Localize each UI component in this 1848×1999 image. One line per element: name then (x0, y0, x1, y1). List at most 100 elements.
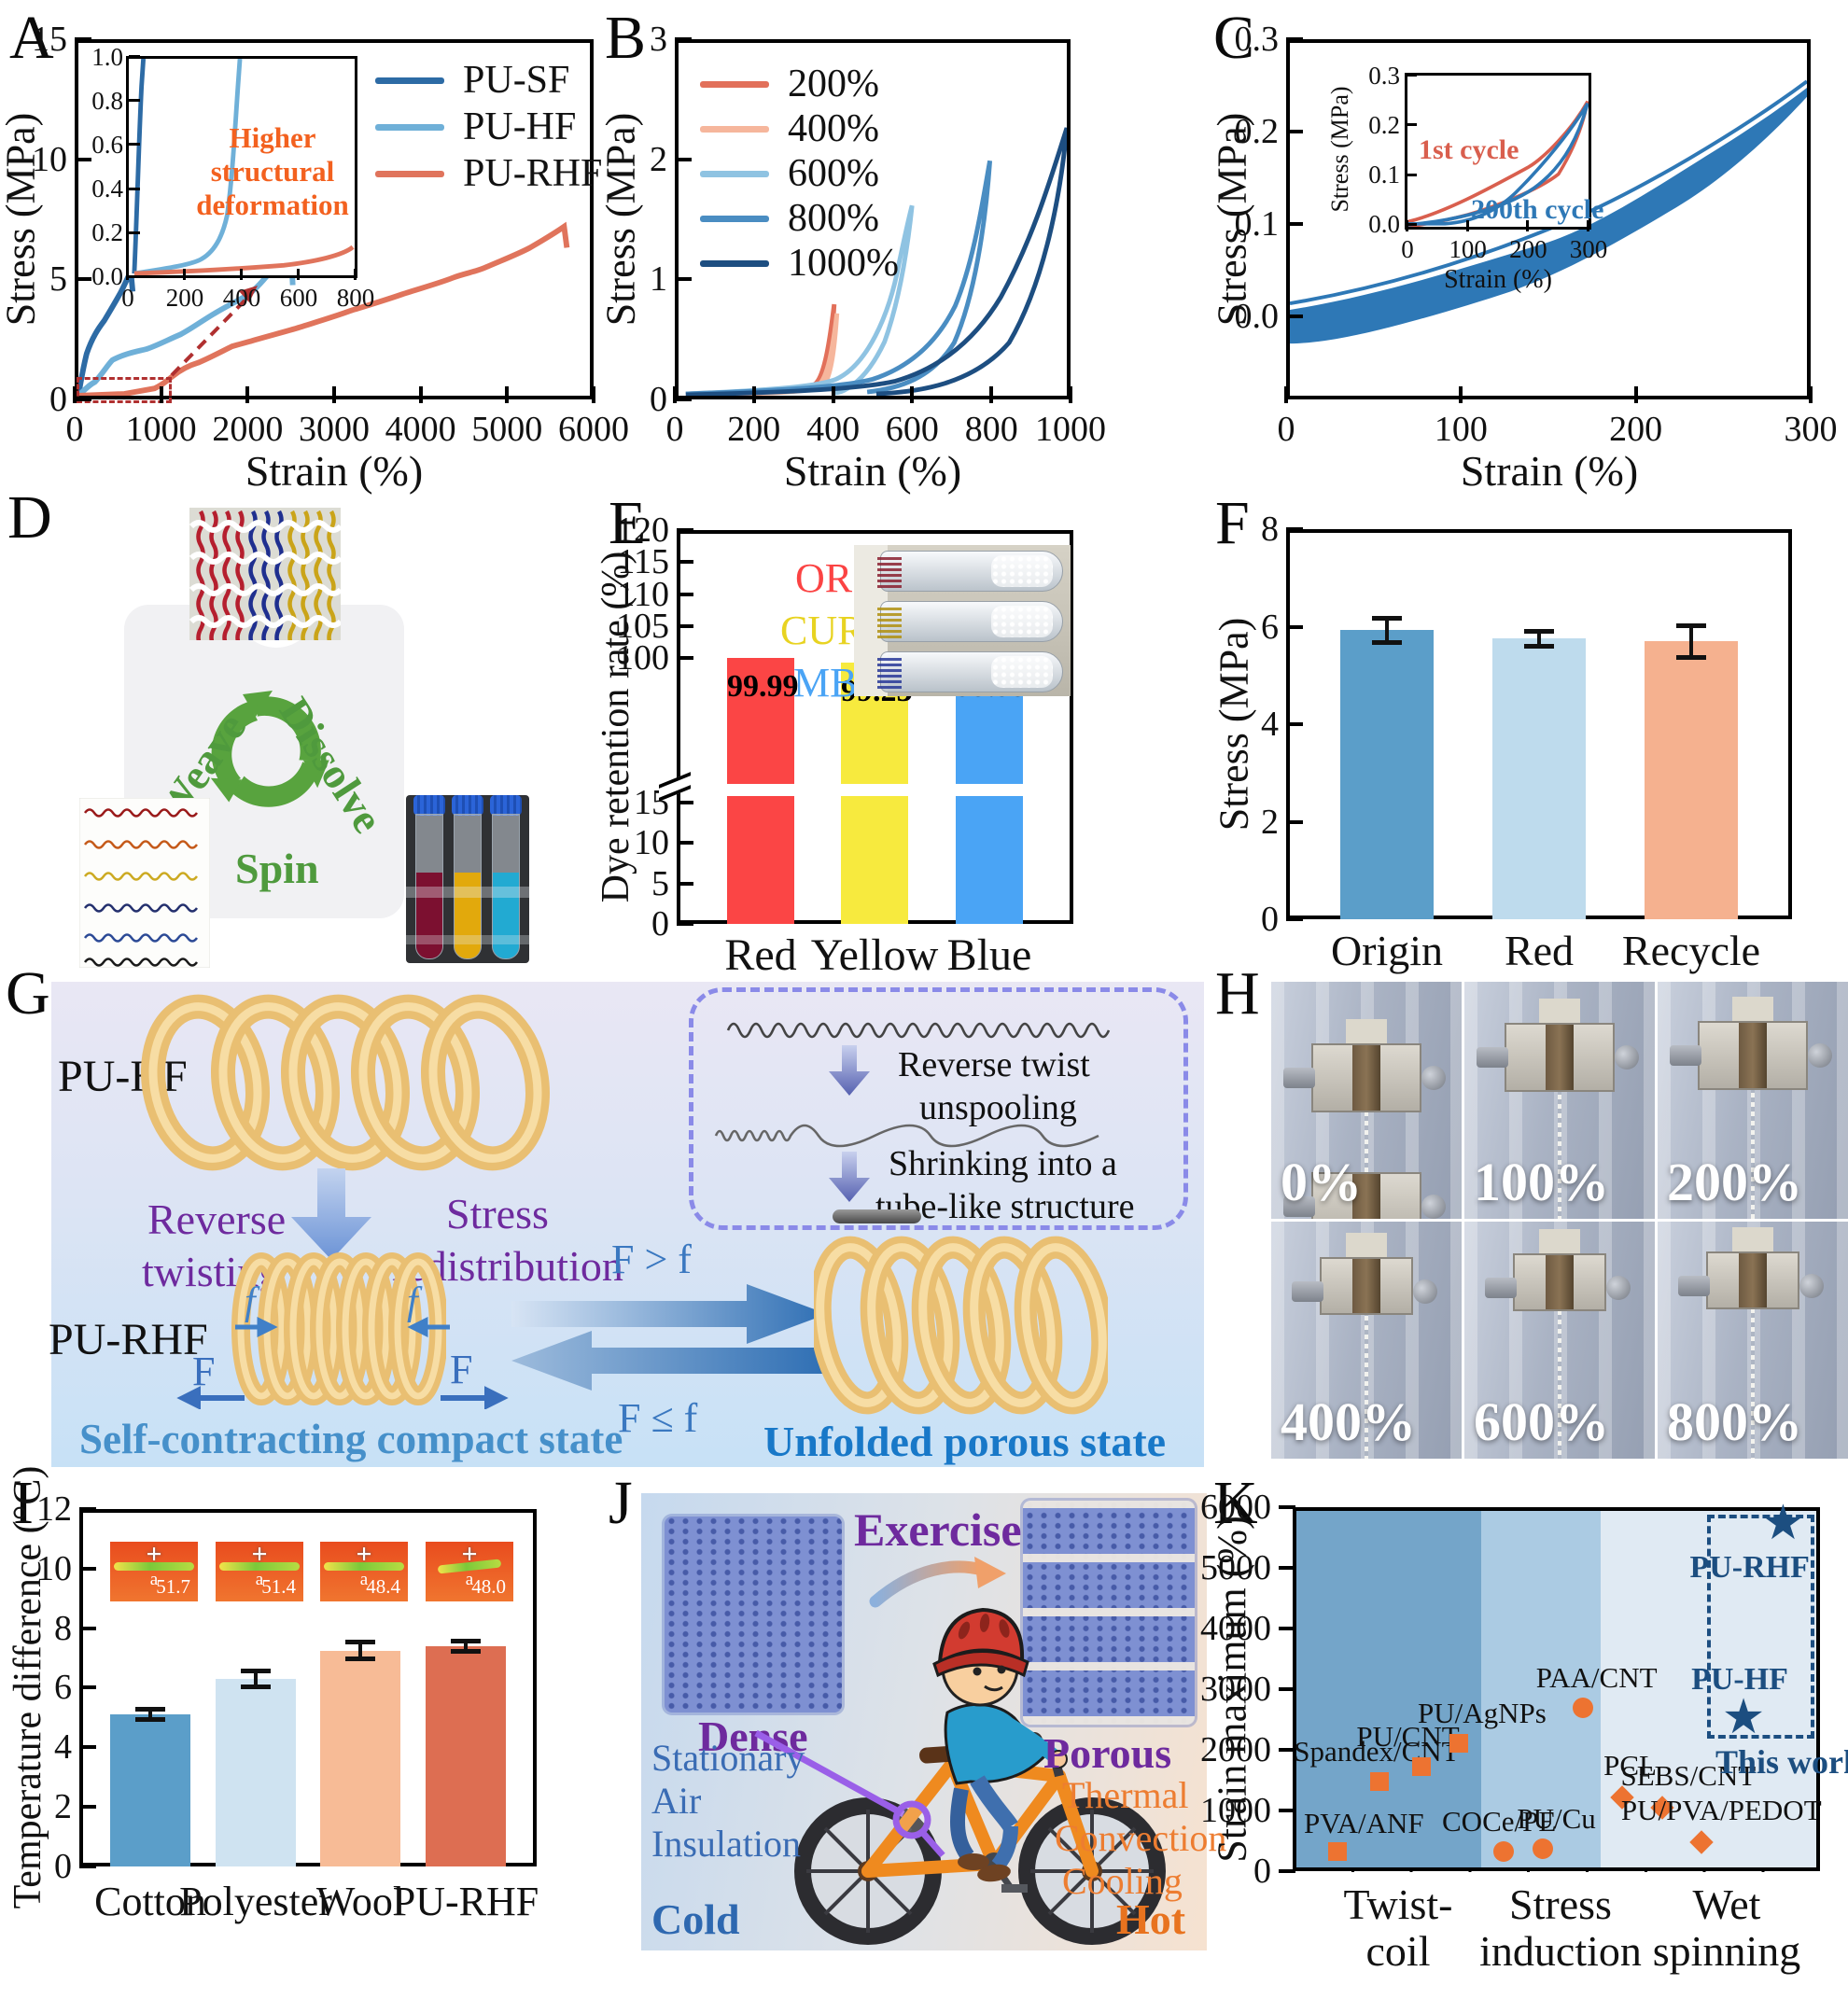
panelJ-insulation: Insulation (651, 1823, 801, 1865)
bar-pu-rhf (426, 1645, 506, 1866)
panelK-minor-xticks (1293, 1868, 1820, 1872)
panelC-label-1st-cycle: 1st cycle (1419, 134, 1519, 165)
panel-letter-k: K (1213, 1469, 1258, 1537)
panelJ-thermal: Thermal (1062, 1774, 1189, 1816)
bar-wool (320, 1650, 400, 1866)
panelC-inset-yticks: 0.3 0.2 0.1 0.0 (1368, 61, 1417, 239)
panelJ-porous: Porous (1043, 1729, 1172, 1777)
panel-letter-i: I (13, 1469, 34, 1537)
cyclist-illustration (794, 1607, 1166, 1945)
panelG-sh1: Shrinking into a (889, 1144, 1117, 1183)
panelF-cat-red: Red (1504, 927, 1575, 974)
thermal-image-cotton: + a 51.7 (110, 1539, 198, 1601)
thermal-image-polyester: + a 51.4 (216, 1539, 303, 1601)
panelC-yticks: 0.3 0.2 0.1 0.0 (1234, 20, 1303, 336)
panelF-cat-recycle: Recycle (1621, 927, 1761, 974)
errorbar-red (1524, 628, 1554, 649)
panelA-yticks: 15 10 5 0 (32, 20, 91, 419)
panelI-yticks: 12 10 8 6 4 2 0 (36, 1489, 96, 1886)
legend-line-icon (700, 170, 769, 177)
panelG-stress: Stress (446, 1190, 549, 1237)
legend-line-icon (375, 77, 444, 84)
panelC-label-200th-cycle: 200th cycle (1471, 194, 1604, 225)
stretch-photo-400: 400% (1271, 1222, 1462, 1459)
down-arrow-icon (829, 1045, 870, 1096)
panelC-inset-curves (1407, 100, 1589, 227)
panelJ-air: Air (651, 1780, 702, 1822)
legend-line-icon (700, 215, 769, 222)
vial-yellow (452, 795, 483, 963)
exercise-arrow-icon (869, 1557, 1006, 1608)
vial-rack-bar (406, 887, 529, 898)
stretch-photo-100: 100% (1464, 982, 1655, 1219)
panelG-compact-state-label: Self-contracting compact state (79, 1416, 623, 1462)
panel-letter-d: D (7, 483, 52, 552)
legend-line-icon (700, 259, 769, 267)
panelA-legend-pu-rhf: PU-RHF (375, 151, 602, 196)
panelB-legend-400: 400% (700, 106, 879, 151)
panelJ-cold: Cold (651, 1895, 740, 1943)
force-arrows (176, 1316, 509, 1409)
panelG-F-gt-f: F > f (611, 1237, 692, 1282)
panelC-ylabel: Stress (MPa) (1209, 112, 1255, 327)
panelK-cat-stress-line2: induction (1479, 1927, 1642, 1975)
panelE-plot: 99.99 99.23 99.99 (677, 530, 1073, 924)
panelK-cat-stress-line1: Stress (1509, 1880, 1612, 1928)
magnifier-icon (754, 1729, 945, 1858)
panelK-axes (1293, 1507, 1820, 1871)
down-arrow-icon (829, 1152, 870, 1202)
panelB-ylabel: Stress (MPa) (597, 112, 644, 327)
panelE-vials-photo (854, 545, 1071, 696)
panelB-curves (685, 127, 1067, 396)
bar-yellow-dye: 99.23 (841, 530, 913, 924)
panelK-cat-wet-line2: spinning (1652, 1927, 1801, 1975)
stretch-photo-0: 0% (1271, 982, 1462, 1219)
band-stress-induction (1480, 1511, 1601, 1867)
fiber-tube-micrograph (833, 1209, 921, 1223)
panelJ-hot: Hot (1116, 1895, 1186, 1943)
panelE-legend-mb: MB (793, 660, 858, 706)
stretch-photo-200: 200% (1658, 982, 1848, 1219)
panelA-annotation-line3: deformation (196, 189, 349, 221)
panelA-annotation-line2: structural (210, 155, 335, 188)
panelJ-stationary: Stationary (651, 1737, 805, 1779)
panelG-pu-rhf-label: PU-RHF (49, 1315, 208, 1364)
loose-coil-illustration (140, 994, 551, 1171)
stretch-photo-800: 800% (1658, 1222, 1848, 1459)
vial-red (413, 795, 445, 963)
panelK-yticks: 6000 5000 4000 3000 2000 1000 0 (1200, 1488, 1295, 1891)
panel-letter-a: A (9, 4, 54, 72)
thermal-image-wool: + a 48.4 (320, 1539, 408, 1601)
panelJ-convection: Convection (1055, 1817, 1227, 1859)
vial-blue (490, 795, 522, 963)
tube-blue-fiber (877, 651, 1063, 692)
panelG-rt1: Reverse twist (898, 1045, 1090, 1084)
panelI-cat-polyester: Polyester (179, 1879, 332, 1924)
panelI-cat-wool: Wool (315, 1879, 405, 1924)
tube-red-fiber (877, 551, 1063, 592)
panelK-cat-wet-line1: Wet (1692, 1880, 1761, 1928)
bar-polyester (216, 1678, 296, 1866)
bar-red-dye: 99.99 (727, 530, 799, 924)
panelE-ylabel: Dye retention rate (%) (595, 551, 637, 903)
panelE-legend-cur: CUR (780, 608, 865, 653)
panelB-legend-600: 600% (700, 151, 879, 196)
panelA-zoom-arrow (170, 286, 258, 377)
this-work-dashed-box (1706, 1515, 1815, 1739)
unfolded-coil-illustration (814, 1236, 1108, 1415)
panelE-cat-blue: Blue (946, 930, 1032, 980)
legend-line-icon (700, 125, 769, 133)
panelG-F-left: F (192, 1349, 216, 1394)
transition-arrows (511, 1284, 827, 1391)
panelA-legend-pu-hf: PU-HF (375, 105, 576, 149)
panelC-inset-axes (1405, 73, 1591, 230)
panel-letter-c: C (1213, 4, 1255, 72)
panelE-cat-yellow: Yellow (810, 930, 939, 980)
panelK-scatter-layer: PVA/ANF Spandex/CNT PU/CNT PU/AgNPs COCe/PE P… (1293, 1500, 1822, 1871)
panelK-this-work: This work (1715, 1743, 1848, 1781)
panelI-ylabel: Temperature difference (°C) (7, 1465, 49, 1909)
thermal-image-pu-rhf: + a 48.0 (426, 1539, 513, 1601)
panelA-xlabel: Strain (%) (245, 447, 424, 495)
